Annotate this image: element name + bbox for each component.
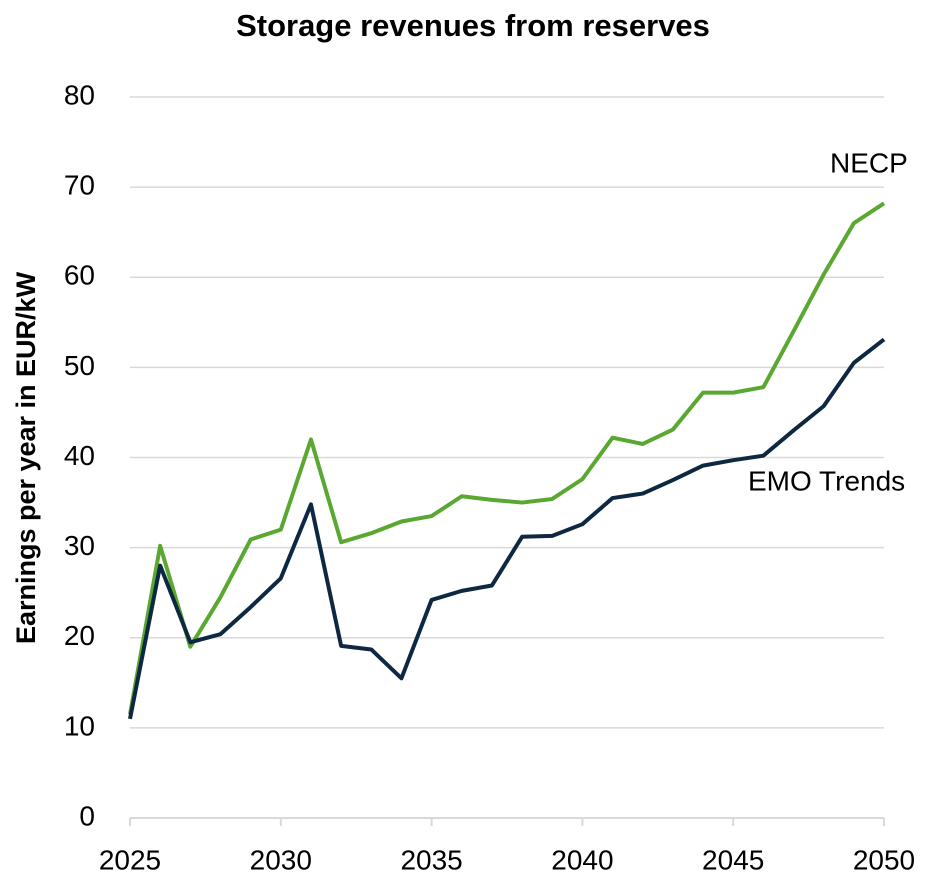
y-tick-label: 50 <box>64 350 95 381</box>
series-label: EMO Trends <box>748 465 905 496</box>
y-axis-label: Earnings per year in EUR/kW <box>11 271 41 644</box>
y-tick-label: 0 <box>79 800 95 831</box>
y-tick-label: 80 <box>64 79 95 110</box>
y-tick-label: 10 <box>64 710 95 741</box>
y-tick-label: 20 <box>64 620 95 651</box>
x-tick-label: 2050 <box>853 844 915 875</box>
y-tick-label: 60 <box>64 260 95 291</box>
series-line <box>128 337 886 720</box>
y-tick-label: 70 <box>64 170 95 201</box>
y-tick-label: 30 <box>64 530 95 561</box>
x-tick-label: 2035 <box>400 844 462 875</box>
chart-title: Storage revenues from reserves <box>236 8 710 43</box>
x-tick-label: 2030 <box>250 844 312 875</box>
series-line <box>128 201 886 715</box>
series-label: NECP <box>830 147 908 178</box>
x-tick-label: 2040 <box>551 844 613 875</box>
y-tick-label: 40 <box>64 440 95 471</box>
x-tick-label: 2045 <box>702 844 764 875</box>
x-tick-label: 2025 <box>99 844 161 875</box>
